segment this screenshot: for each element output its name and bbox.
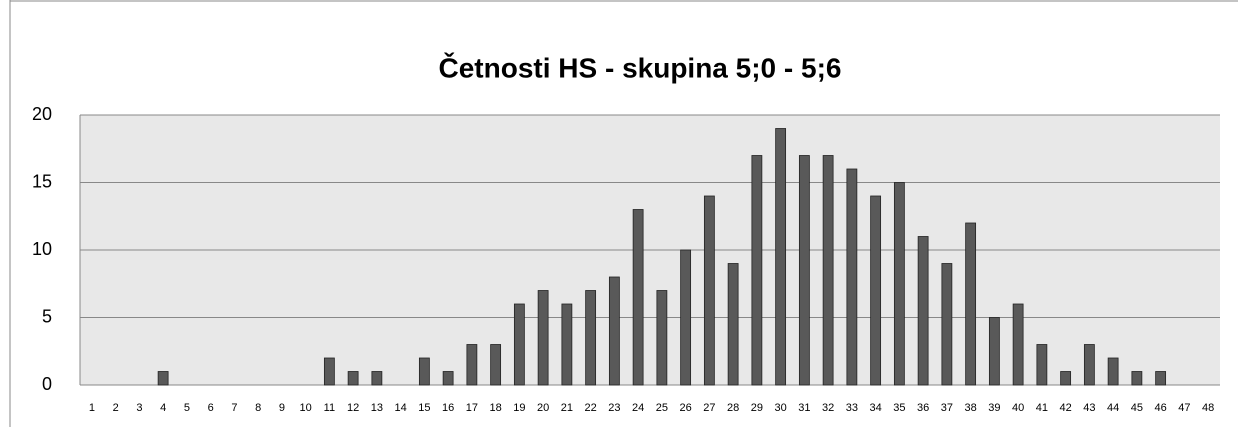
bar	[798, 155, 810, 386]
bar	[442, 371, 454, 386]
bar	[656, 290, 668, 386]
bar	[870, 195, 882, 386]
bar	[561, 303, 573, 386]
x-tick-label: 5	[184, 402, 190, 414]
x-tick-label: 8	[255, 402, 261, 414]
x-tick-label: 40	[1012, 402, 1024, 414]
y-tick-label: 10	[32, 239, 52, 259]
bar	[632, 209, 644, 386]
y-tick-label: 5	[42, 306, 52, 326]
x-tick-label: 23	[608, 402, 620, 414]
bar	[466, 344, 478, 386]
bar	[490, 344, 502, 386]
x-tick-label: 45	[1131, 402, 1143, 414]
bar	[893, 182, 905, 386]
x-tick-label: 7	[231, 402, 237, 414]
x-tick-label: 36	[917, 402, 929, 414]
x-tick-label: 27	[703, 402, 715, 414]
x-tick-label: 12	[347, 402, 359, 414]
bar	[608, 276, 620, 386]
x-tick-label: 21	[561, 402, 573, 414]
x-tick-label: 17	[466, 402, 478, 414]
bar	[775, 128, 787, 386]
x-tick-label: 33	[846, 402, 858, 414]
x-tick-label: 41	[1036, 402, 1048, 414]
x-tick-label: 25	[656, 402, 668, 414]
x-tick-label: 48	[1202, 402, 1214, 414]
x-tick-label: 19	[513, 402, 525, 414]
bar	[323, 357, 335, 386]
x-tick-label: 29	[751, 402, 763, 414]
bar	[751, 155, 763, 386]
bar	[822, 155, 834, 386]
x-tick-label: 42	[1060, 402, 1072, 414]
x-tick-label: 47	[1178, 402, 1190, 414]
x-tick-label: 2	[113, 402, 119, 414]
bar	[1012, 303, 1024, 386]
bar	[965, 222, 977, 386]
x-tick-label: 14	[395, 402, 407, 414]
x-tick-label: 39	[988, 402, 1000, 414]
x-tick-label: 34	[870, 402, 882, 414]
bar	[347, 371, 359, 386]
bar	[371, 371, 383, 386]
x-tick-label: 9	[279, 402, 285, 414]
x-tick-label: 6	[208, 402, 214, 414]
x-tick-label: 22	[585, 402, 597, 414]
x-tick-label: 10	[300, 402, 312, 414]
x-tick-label: 16	[442, 402, 454, 414]
x-tick-label: 1	[89, 402, 95, 414]
y-tick-label: 20	[32, 104, 52, 124]
x-tick-label: 31	[798, 402, 810, 414]
x-tick-label: 37	[941, 402, 953, 414]
bar	[941, 263, 953, 386]
x-tick-label: 30	[775, 402, 787, 414]
bar	[537, 290, 549, 386]
x-tick-label: 28	[727, 402, 739, 414]
bar	[585, 290, 597, 386]
y-tick-label: 15	[32, 171, 52, 191]
bar	[1131, 371, 1143, 386]
bar	[157, 371, 169, 386]
x-tick-label: 32	[822, 402, 834, 414]
bar	[703, 195, 715, 386]
bar	[680, 249, 692, 386]
x-tick-label: 43	[1083, 402, 1095, 414]
bar	[988, 317, 1000, 386]
x-tick-label: 46	[1155, 402, 1167, 414]
x-tick-label: 20	[537, 402, 549, 414]
x-tick-label: 35	[893, 402, 905, 414]
chart-title: Četnosti HS - skupina 5;0 - 5;6	[439, 51, 842, 83]
x-tick-label: 4	[160, 402, 166, 414]
x-tick-label: 24	[632, 402, 644, 414]
x-tick-label: 38	[965, 402, 977, 414]
bar	[846, 168, 858, 386]
bar	[1060, 371, 1072, 386]
bar	[513, 303, 525, 386]
y-tick-label: 0	[42, 374, 52, 394]
bar	[727, 263, 739, 386]
x-tick-label: 26	[680, 402, 692, 414]
x-tick-label: 13	[371, 402, 383, 414]
x-tick-label: 44	[1107, 402, 1119, 414]
bar	[418, 357, 430, 386]
bar	[1036, 344, 1048, 386]
x-tick-label: 18	[490, 402, 502, 414]
bar	[1107, 357, 1119, 386]
x-tick-label: 11	[324, 402, 335, 414]
x-tick-label: 3	[136, 402, 142, 414]
bar	[1083, 344, 1095, 386]
bar	[1155, 371, 1167, 386]
bar	[917, 236, 929, 386]
x-tick-label: 15	[418, 402, 430, 414]
